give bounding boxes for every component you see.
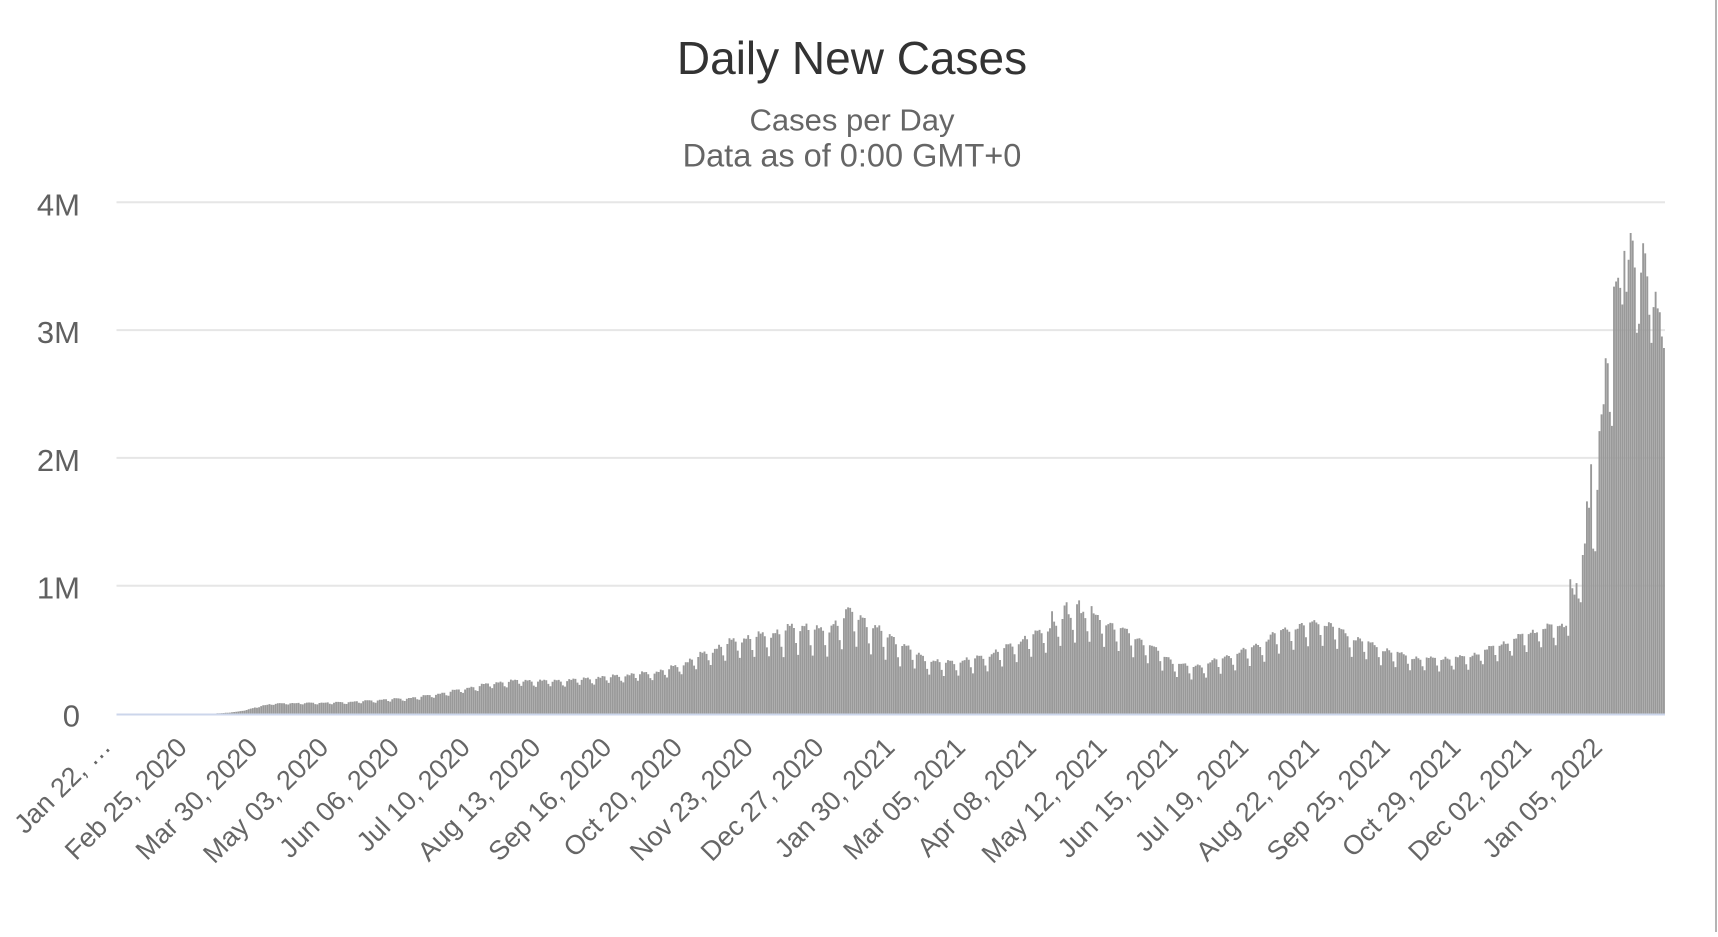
svg-text:Cases per Day: Cases per Day	[749, 103, 955, 138]
svg-text:Data as of 0:00 GMT+0: Data as of 0:00 GMT+0	[683, 138, 1022, 174]
svg-text:1M: 1M	[37, 571, 80, 606]
svg-text:0: 0	[63, 699, 80, 734]
svg-text:3M: 3M	[37, 315, 80, 350]
svg-text:Daily New Cases: Daily New Cases	[677, 32, 1027, 84]
svg-text:4M: 4M	[37, 187, 80, 222]
svg-text:2M: 2M	[37, 443, 80, 478]
